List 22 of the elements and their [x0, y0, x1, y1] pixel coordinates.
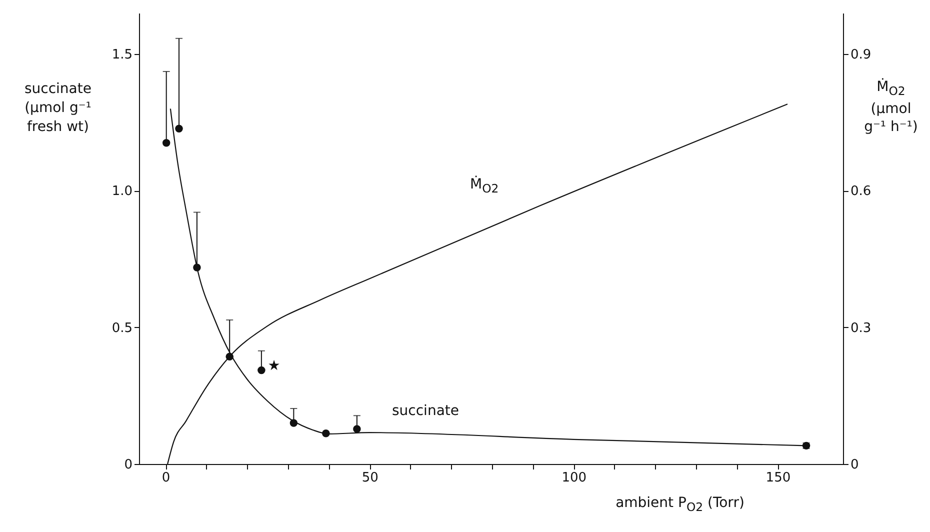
y-axis-title: succinate (µmol g⁻¹ fresh wt)	[23, 80, 92, 137]
y2-tick-label: 0	[850, 458, 859, 472]
x-tick-label: 150	[766, 470, 791, 486]
x-tick-label: 100	[562, 470, 587, 486]
y-tick-label: 1.5	[112, 48, 132, 62]
point	[353, 425, 361, 433]
point	[162, 138, 170, 147]
y-tick-label: 0	[124, 458, 132, 472]
series-label: succinate	[392, 403, 460, 419]
annotation: ★	[268, 358, 280, 374]
series-label: Ṁ$_{O2}$	[470, 176, 499, 196]
x-tick-label: 0	[162, 470, 170, 486]
x-tick-label: 50	[362, 470, 378, 486]
y2-axis-title: Ṁ$_{O2}$ (µmol g⁻¹ h⁻¹)	[863, 78, 919, 138]
x-axis-title: ambient P$_{O2}$ (Torr)	[614, 494, 746, 516]
y2-tick-label: 0.9	[850, 48, 872, 62]
y-tick-label: 0.5	[112, 320, 132, 336]
y-tick-label: 1.0	[112, 184, 132, 200]
y2-tick-label: 0.6	[850, 184, 872, 200]
point	[258, 366, 266, 374]
point	[175, 124, 183, 132]
y2-tick-label: 0.3	[850, 320, 872, 336]
